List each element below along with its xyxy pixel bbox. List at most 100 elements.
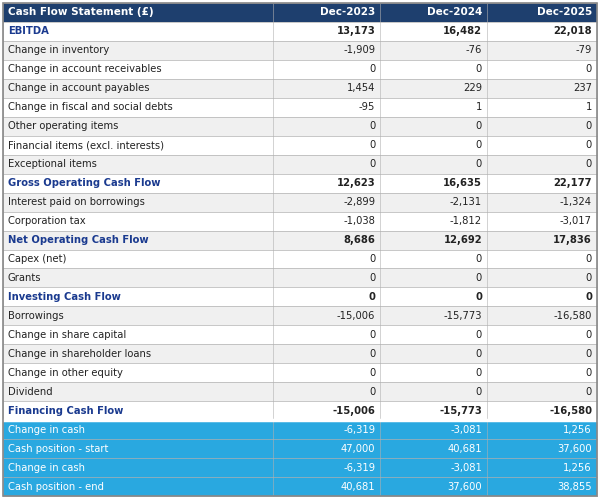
Text: Corporation tax: Corporation tax — [8, 216, 86, 226]
Text: Dec-2025: Dec-2025 — [537, 7, 592, 17]
Text: 0: 0 — [369, 159, 375, 169]
Bar — [487, 477, 597, 496]
Text: 0: 0 — [369, 64, 375, 74]
Text: 0: 0 — [476, 254, 482, 264]
Bar — [380, 174, 487, 193]
Text: -1,909: -1,909 — [343, 45, 375, 55]
Bar — [487, 174, 597, 193]
Bar — [3, 60, 273, 79]
Text: Borrowings: Borrowings — [8, 311, 64, 321]
Text: 0: 0 — [476, 368, 482, 378]
Bar — [487, 98, 597, 117]
Bar — [273, 477, 380, 496]
Bar — [380, 41, 487, 60]
Bar — [273, 22, 380, 41]
Text: 1: 1 — [476, 102, 482, 112]
Text: -79: -79 — [575, 45, 592, 55]
Bar — [380, 325, 487, 344]
Text: Gross Operating Cash Flow: Gross Operating Cash Flow — [8, 178, 161, 188]
Text: 40,681: 40,681 — [448, 444, 482, 454]
Bar — [3, 250, 273, 268]
Text: 0: 0 — [369, 368, 375, 378]
Bar — [3, 325, 273, 344]
Text: -15,773: -15,773 — [443, 311, 482, 321]
Text: Other operating items: Other operating items — [8, 121, 118, 131]
Bar — [273, 439, 380, 458]
Bar — [487, 117, 597, 136]
Text: Change in account payables: Change in account payables — [8, 83, 149, 93]
Bar — [3, 306, 273, 325]
Bar — [487, 439, 597, 458]
Text: Change in shareholder loans: Change in shareholder loans — [8, 349, 151, 359]
Bar — [3, 231, 273, 250]
Bar — [3, 136, 273, 155]
Bar — [3, 287, 273, 306]
Bar — [380, 212, 487, 231]
Bar — [380, 420, 487, 439]
Text: 0: 0 — [368, 292, 375, 302]
Text: Change in cash: Change in cash — [8, 463, 85, 473]
Bar — [487, 363, 597, 382]
Text: -76: -76 — [466, 45, 482, 55]
Bar — [3, 477, 273, 496]
Text: 16,482: 16,482 — [443, 26, 482, 36]
Text: Dec-2023: Dec-2023 — [320, 7, 375, 17]
Text: 37,600: 37,600 — [448, 482, 482, 492]
Text: 1: 1 — [586, 102, 592, 112]
Text: 229: 229 — [463, 83, 482, 93]
Bar — [3, 458, 273, 477]
Text: 8,686: 8,686 — [343, 235, 375, 245]
Bar — [3, 193, 273, 212]
Bar — [487, 231, 597, 250]
Bar — [487, 3, 597, 22]
Bar — [380, 22, 487, 41]
Text: 0: 0 — [586, 254, 592, 264]
Bar — [380, 60, 487, 79]
Bar — [273, 98, 380, 117]
Text: 0: 0 — [369, 273, 375, 283]
Bar — [3, 41, 273, 60]
Text: Cash position - end: Cash position - end — [8, 482, 104, 492]
Text: Capex (net): Capex (net) — [8, 254, 67, 264]
Text: -15,006: -15,006 — [337, 311, 375, 321]
Text: 1,256: 1,256 — [563, 425, 592, 435]
Text: 0: 0 — [586, 159, 592, 169]
Bar — [487, 344, 597, 363]
Text: 0: 0 — [476, 387, 482, 397]
Text: -15,006: -15,006 — [332, 406, 375, 416]
Text: Cash Flow Statement (£): Cash Flow Statement (£) — [8, 7, 154, 17]
Bar — [273, 458, 380, 477]
Bar — [487, 401, 597, 420]
Bar — [273, 60, 380, 79]
Text: -16,580: -16,580 — [549, 406, 592, 416]
Bar — [380, 363, 487, 382]
Bar — [487, 155, 597, 174]
Text: Interest paid on borrowings: Interest paid on borrowings — [8, 197, 145, 207]
Text: 0: 0 — [369, 330, 375, 340]
Bar — [380, 193, 487, 212]
Text: -1,324: -1,324 — [560, 197, 592, 207]
Bar — [380, 306, 487, 325]
Bar — [380, 155, 487, 174]
Bar — [3, 420, 273, 439]
Text: -3,081: -3,081 — [450, 425, 482, 435]
Text: Change in cash: Change in cash — [8, 425, 85, 435]
Bar — [273, 250, 380, 268]
Bar — [3, 363, 273, 382]
Bar — [487, 382, 597, 401]
Bar — [273, 325, 380, 344]
Text: 0: 0 — [586, 140, 592, 150]
Text: -16,580: -16,580 — [554, 311, 592, 321]
Text: 0: 0 — [369, 387, 375, 397]
Text: 16,635: 16,635 — [443, 178, 482, 188]
Text: 237: 237 — [573, 83, 592, 93]
Bar — [487, 60, 597, 79]
Text: Change in other equity: Change in other equity — [8, 368, 123, 378]
Text: -1,038: -1,038 — [343, 216, 375, 226]
Text: 0: 0 — [586, 330, 592, 340]
Text: 1,256: 1,256 — [563, 463, 592, 473]
Bar — [380, 477, 487, 496]
Text: -3,017: -3,017 — [560, 216, 592, 226]
Bar — [273, 420, 380, 439]
Bar — [273, 41, 380, 60]
